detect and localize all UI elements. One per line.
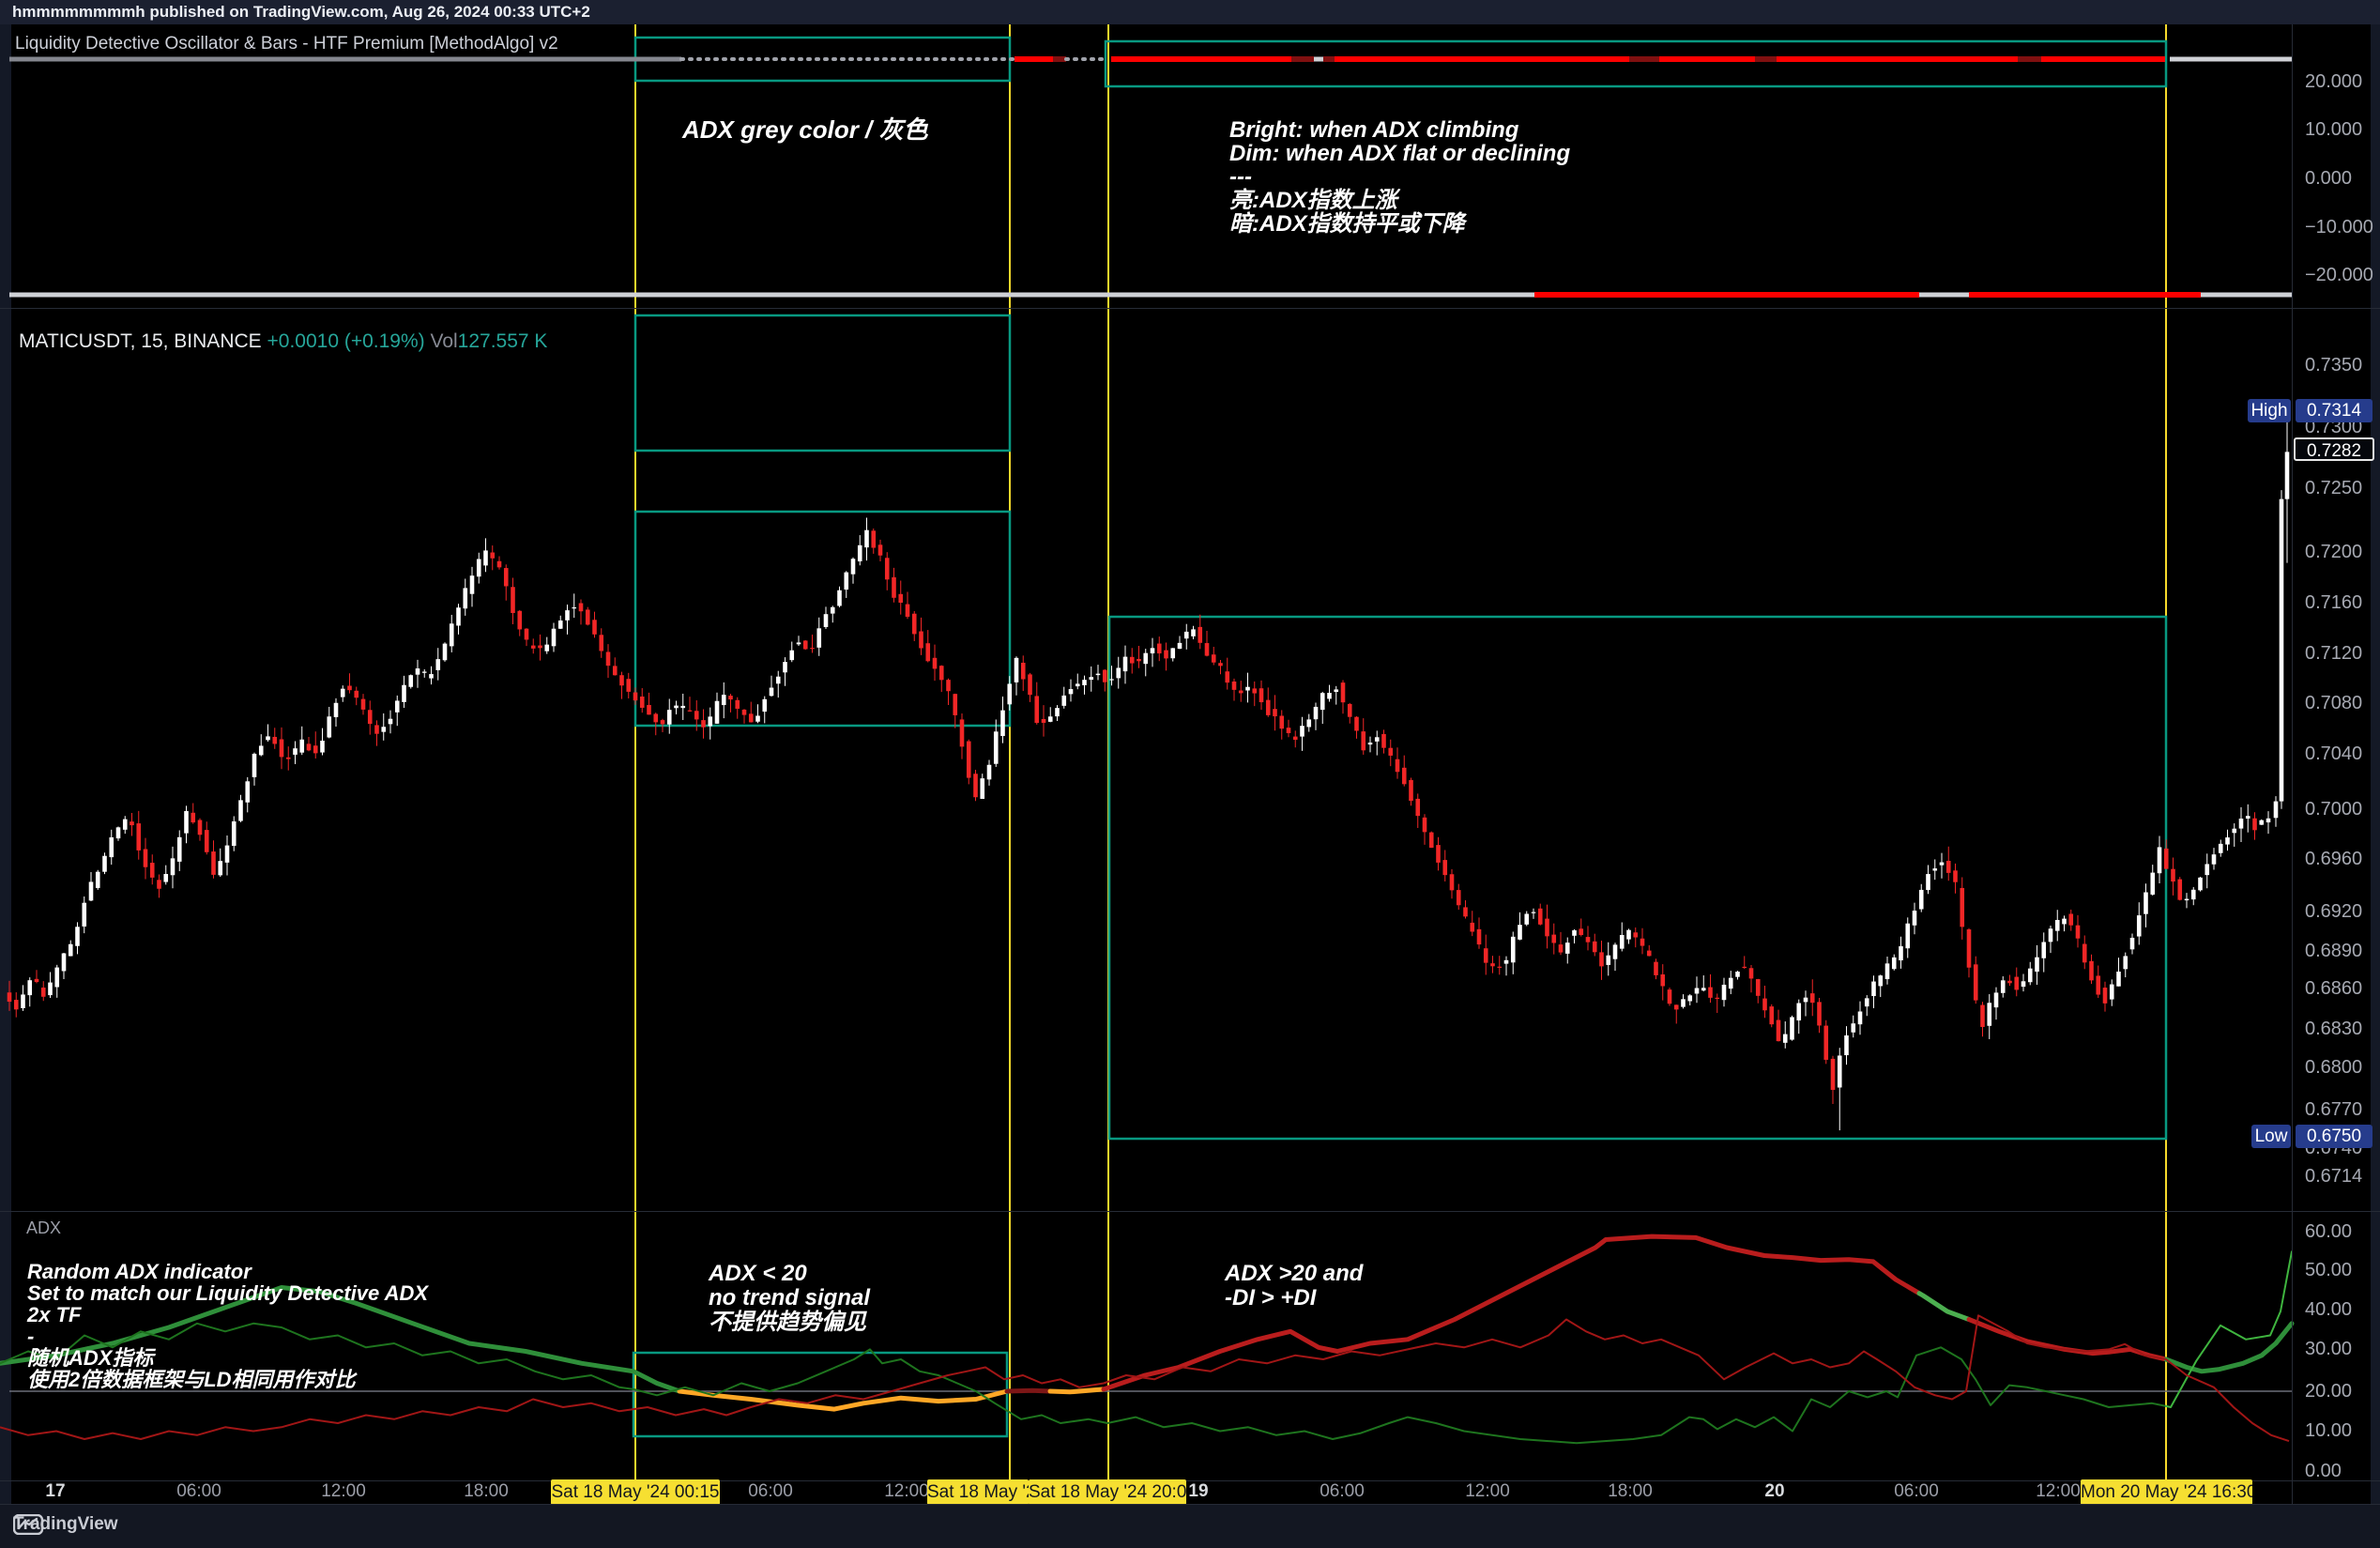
minus-di-line	[0, 1314, 2290, 1443]
high-label-chip: High	[2248, 399, 2291, 422]
price-axis-label: 0.7250	[2305, 478, 2363, 498]
last-price-chip: 0.7282	[2294, 437, 2374, 461]
annotation-adx-below-20[interactable]: ADX < 20 no trend signal 不提供趋势偏见	[709, 1261, 871, 1335]
time-axis-event-badge: Sat 18 May '24 20:00	[1029, 1479, 1186, 1505]
time-axis-label: 06:00	[1320, 1481, 1365, 1501]
adx-line	[1916, 1291, 1972, 1322]
plus-di-line	[2165, 1250, 2293, 1408]
symbol-info-line[interactable]: MATICUSDT, 15, BINANCE +0.0010 (+0.19%) …	[19, 330, 547, 353]
adx-line	[2163, 1321, 2295, 1374]
adx-line	[1101, 1234, 1922, 1392]
footer-bar	[0, 1504, 2380, 1548]
time-axis-label: 19	[1188, 1481, 1209, 1501]
adx-line	[0, 1285, 682, 1394]
time-axis-label: 20	[1764, 1481, 1785, 1501]
high-value-chip: 0.7314	[2296, 399, 2372, 422]
chart-right-margin	[2371, 24, 2380, 1504]
price-axis-label: 20.000	[2305, 71, 2363, 92]
tradingview-brand-text: TradingView	[13, 1514, 118, 1534]
time-axis-event-badge: Mon 20 May '24 16:30	[2081, 1479, 2252, 1505]
tradingview-logo-icon	[13, 1514, 44, 1535]
time-axis-event-badge: Sat 18 May '24 00:15	[551, 1479, 720, 1505]
candlestick-series	[7, 410, 2290, 1131]
htf-box	[1107, 615, 2168, 1141]
time-axis-event-badge: Sat 18 May '2	[927, 1479, 1029, 1505]
price-axis-label: 0.7080	[2305, 693, 2363, 713]
adx-line	[677, 1388, 1010, 1412]
price-axis-label: 10.000	[2305, 119, 2363, 140]
price-axis-label: 0.6830	[2305, 1019, 2363, 1039]
price-axis-label: 0.6920	[2305, 901, 2363, 922]
adx-pane-label[interactable]: ADX	[26, 1218, 62, 1237]
price-axis-label: 0.7040	[2305, 743, 2363, 764]
price-axis-label: 50.00	[2305, 1260, 2353, 1280]
price-axis-label: 10.00	[2305, 1420, 2353, 1441]
volume-value: 127.557 K	[457, 330, 548, 352]
price-axis-label: −10.000	[2305, 217, 2373, 238]
price-axis-label: 0.7200	[2305, 542, 2363, 562]
price-axis-label: 0.6800	[2305, 1057, 2363, 1078]
annotation-random-adx[interactable]: Random ADX indicator Set to match our Li…	[27, 1260, 429, 1391]
time-axis-label: 06:00	[1894, 1481, 1939, 1501]
panel-separator[interactable]	[0, 308, 2380, 309]
price-axis-separator	[2292, 24, 2293, 1504]
htf-box	[632, 1351, 1009, 1438]
adx-line	[1004, 1387, 1053, 1394]
price-change: +0.0010 (+0.19%)	[267, 330, 425, 352]
published-header-text: hmmmmmmmmh published on TradingView.com,…	[12, 3, 590, 21]
price-axis-label: 0.7350	[2305, 355, 2363, 376]
price-axis-label: 0.6714	[2305, 1166, 2363, 1187]
low-value-chip: 0.6750	[2296, 1125, 2372, 1148]
price-axis-label: −20.000	[2305, 265, 2373, 285]
low-label-chip: Low	[2251, 1125, 2291, 1148]
adx-line	[1966, 1317, 2169, 1362]
time-axis-label: 06:00	[748, 1481, 793, 1501]
published-header: hmmmmmmmmh published on TradingView.com,…	[0, 0, 2380, 24]
price-axis-label: 0.7120	[2305, 643, 2363, 664]
price-axis-label: 30.00	[2305, 1339, 2353, 1359]
annotation-adx-grey[interactable]: ADX grey color / 灰色	[682, 115, 928, 144]
chart-left-margin	[0, 24, 11, 1504]
panel-separator[interactable]	[0, 1211, 2380, 1212]
volume-label: Vol	[430, 330, 458, 352]
price-axis-label: 0.000	[2305, 168, 2353, 189]
price-axis-label: 0.6860	[2305, 978, 2363, 999]
time-axis-label: 12:00	[321, 1481, 366, 1501]
price-axis-label: 0.7000	[2305, 799, 2363, 820]
adx-line	[1047, 1387, 1106, 1395]
symbol-name[interactable]: MATICUSDT, 15, BINANCE	[19, 330, 262, 352]
price-axis-label: 0.6770	[2305, 1099, 2363, 1120]
htf-box	[633, 510, 1012, 728]
panel-separator	[0, 1480, 2380, 1481]
tradingview-brand[interactable]: TradingView	[13, 1514, 118, 1535]
plus-di-line	[0, 1322, 2167, 1445]
htf-box	[1104, 39, 2168, 88]
price-axis-label: 0.00	[2305, 1461, 2342, 1481]
price-axis-label: 0.6960	[2305, 849, 2363, 869]
annotation-bright-dim[interactable]: Bright: when ADX climbing Dim: when ADX …	[1229, 117, 1571, 237]
price-axis-label: 60.00	[2305, 1221, 2353, 1242]
htf-box	[633, 314, 1012, 452]
time-axis-label: 17	[45, 1481, 66, 1501]
annotation-adx-above-20[interactable]: ADX >20 and -DI > +DI	[1225, 1261, 1364, 1310]
time-axis-label: 12:00	[1465, 1481, 1510, 1501]
time-axis-label: 06:00	[176, 1481, 221, 1501]
price-axis-label: 40.00	[2305, 1299, 2353, 1320]
price-axis-label: 0.6890	[2305, 941, 2363, 961]
time-axis-label: 12:00	[2036, 1481, 2081, 1501]
price-axis-label: 20.00	[2305, 1381, 2353, 1402]
indicator-title[interactable]: Liquidity Detective Oscillator & Bars - …	[15, 34, 558, 54]
time-axis-label: 12:00	[884, 1481, 929, 1501]
price-axis-label: 0.7160	[2305, 592, 2363, 613]
time-axis-label: 18:00	[464, 1481, 509, 1501]
time-axis-label: 18:00	[1608, 1481, 1653, 1501]
